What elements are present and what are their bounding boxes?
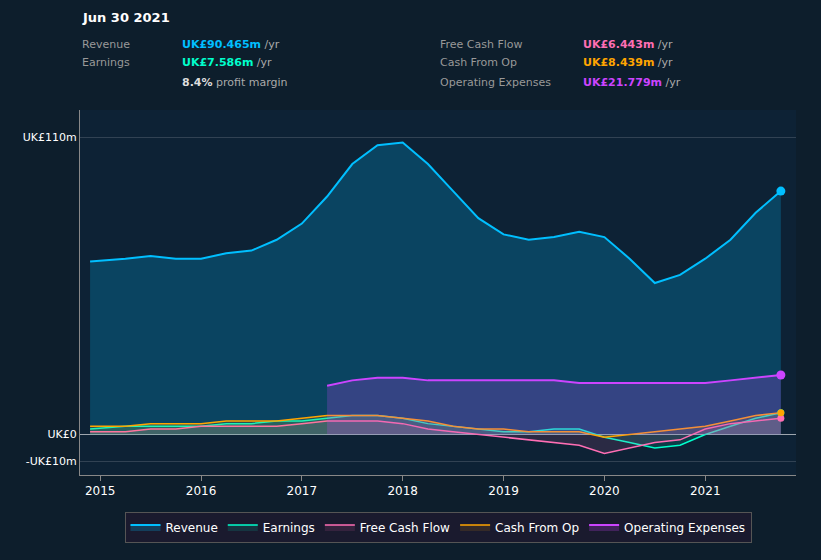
- svg-text:8.4% profit margin: 8.4% profit margin: [182, 76, 288, 89]
- svg-text:2019: 2019: [488, 484, 519, 498]
- svg-text:2017: 2017: [287, 484, 318, 498]
- svg-text:Operating Expenses: Operating Expenses: [624, 521, 745, 535]
- svg-text:Cash From Op: Cash From Op: [440, 56, 517, 69]
- svg-text:2021: 2021: [690, 484, 721, 498]
- svg-text:Free Cash Flow: Free Cash Flow: [360, 521, 450, 535]
- svg-text:Revenue: Revenue: [166, 521, 218, 535]
- svg-text:2018: 2018: [387, 484, 418, 498]
- svg-text:UK£6.443m /yr: UK£6.443m /yr: [583, 38, 673, 51]
- svg-text:Earnings: Earnings: [82, 56, 130, 69]
- svg-text:UK£90.465m /yr: UK£90.465m /yr: [182, 38, 280, 51]
- svg-text:Cash From Op: Cash From Op: [495, 521, 579, 535]
- svg-text:-UK£10m: -UK£10m: [26, 455, 77, 468]
- svg-text:Revenue: Revenue: [82, 38, 130, 51]
- svg-text:UK£8.439m /yr: UK£8.439m /yr: [583, 56, 673, 69]
- svg-text:Earnings: Earnings: [263, 521, 315, 535]
- svg-text:Jun 30 2021: Jun 30 2021: [82, 10, 170, 25]
- svg-text:Free Cash Flow: Free Cash Flow: [440, 38, 523, 51]
- svg-text:2015: 2015: [85, 484, 116, 498]
- svg-text:UK£21.779m /yr: UK£21.779m /yr: [583, 76, 681, 89]
- svg-text:2016: 2016: [186, 484, 217, 498]
- svg-text:UK£0: UK£0: [48, 428, 77, 441]
- svg-text:UK£7.586m /yr: UK£7.586m /yr: [182, 56, 272, 69]
- svg-text:2020: 2020: [589, 484, 620, 498]
- svg-text:Operating Expenses: Operating Expenses: [440, 76, 551, 89]
- svg-text:UK£110m: UK£110m: [23, 131, 77, 144]
